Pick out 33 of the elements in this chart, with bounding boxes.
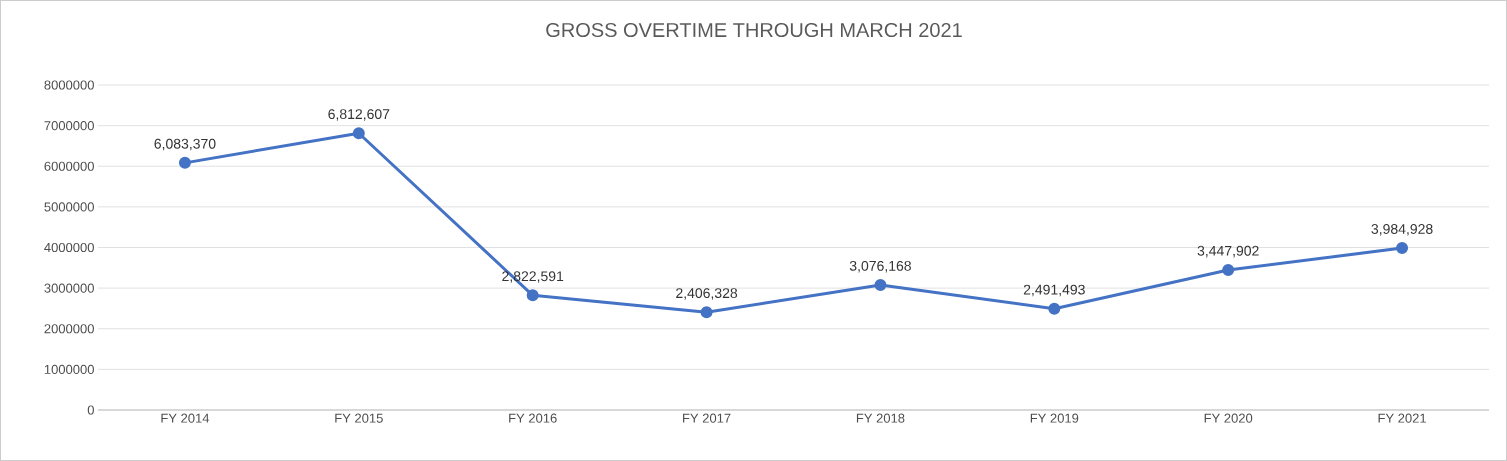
point [874, 279, 887, 292]
point [526, 289, 539, 302]
point [1048, 302, 1061, 315]
data-label: 6,812,607 [328, 109, 390, 121]
x-tick-label: FY 2021 [1378, 413, 1426, 423]
y-tick-label: 4000000 [44, 242, 94, 253]
data-label: 2,406,328 [676, 288, 738, 300]
point [178, 156, 191, 169]
point [700, 306, 713, 319]
point [1222, 263, 1235, 276]
x-tick-label: FY 2015 [335, 413, 383, 423]
chart-title: GROSS OVERTIME THROUGH MARCH 2021 [546, 22, 962, 38]
point [1396, 242, 1409, 255]
x-tick-label: FY 2018 [856, 413, 905, 423]
y-tick-label: 0 [87, 405, 94, 415]
y-tick-label: 3000000 [44, 283, 94, 293]
x-tick-label: FY 2017 [683, 413, 731, 423]
y-tick-label: 7000000 [44, 121, 94, 131]
y-tick-label: 8000000 [44, 80, 94, 90]
x-tick-label: FY 2014 [161, 413, 210, 423]
x-tick-label: FY 2020 [1204, 413, 1253, 423]
data-label: 3,447,902 [1197, 245, 1259, 258]
y-tick-label: 2000000 [44, 324, 94, 334]
data-label: 3,076,168 [849, 260, 911, 273]
y-tick-label: 6000000 [44, 161, 94, 171]
data-label: 6,083,370 [154, 138, 216, 151]
y-tick-label: 1000000 [44, 364, 94, 374]
x-tick-label: FY 2019 [1030, 413, 1079, 423]
point [352, 127, 365, 140]
data-label: 3,984,928 [1371, 224, 1433, 236]
data-label: 2,491,493 [1023, 284, 1085, 297]
y-tick-label: 5000000 [44, 202, 94, 212]
x-tick-label: FY 2016 [509, 413, 557, 423]
